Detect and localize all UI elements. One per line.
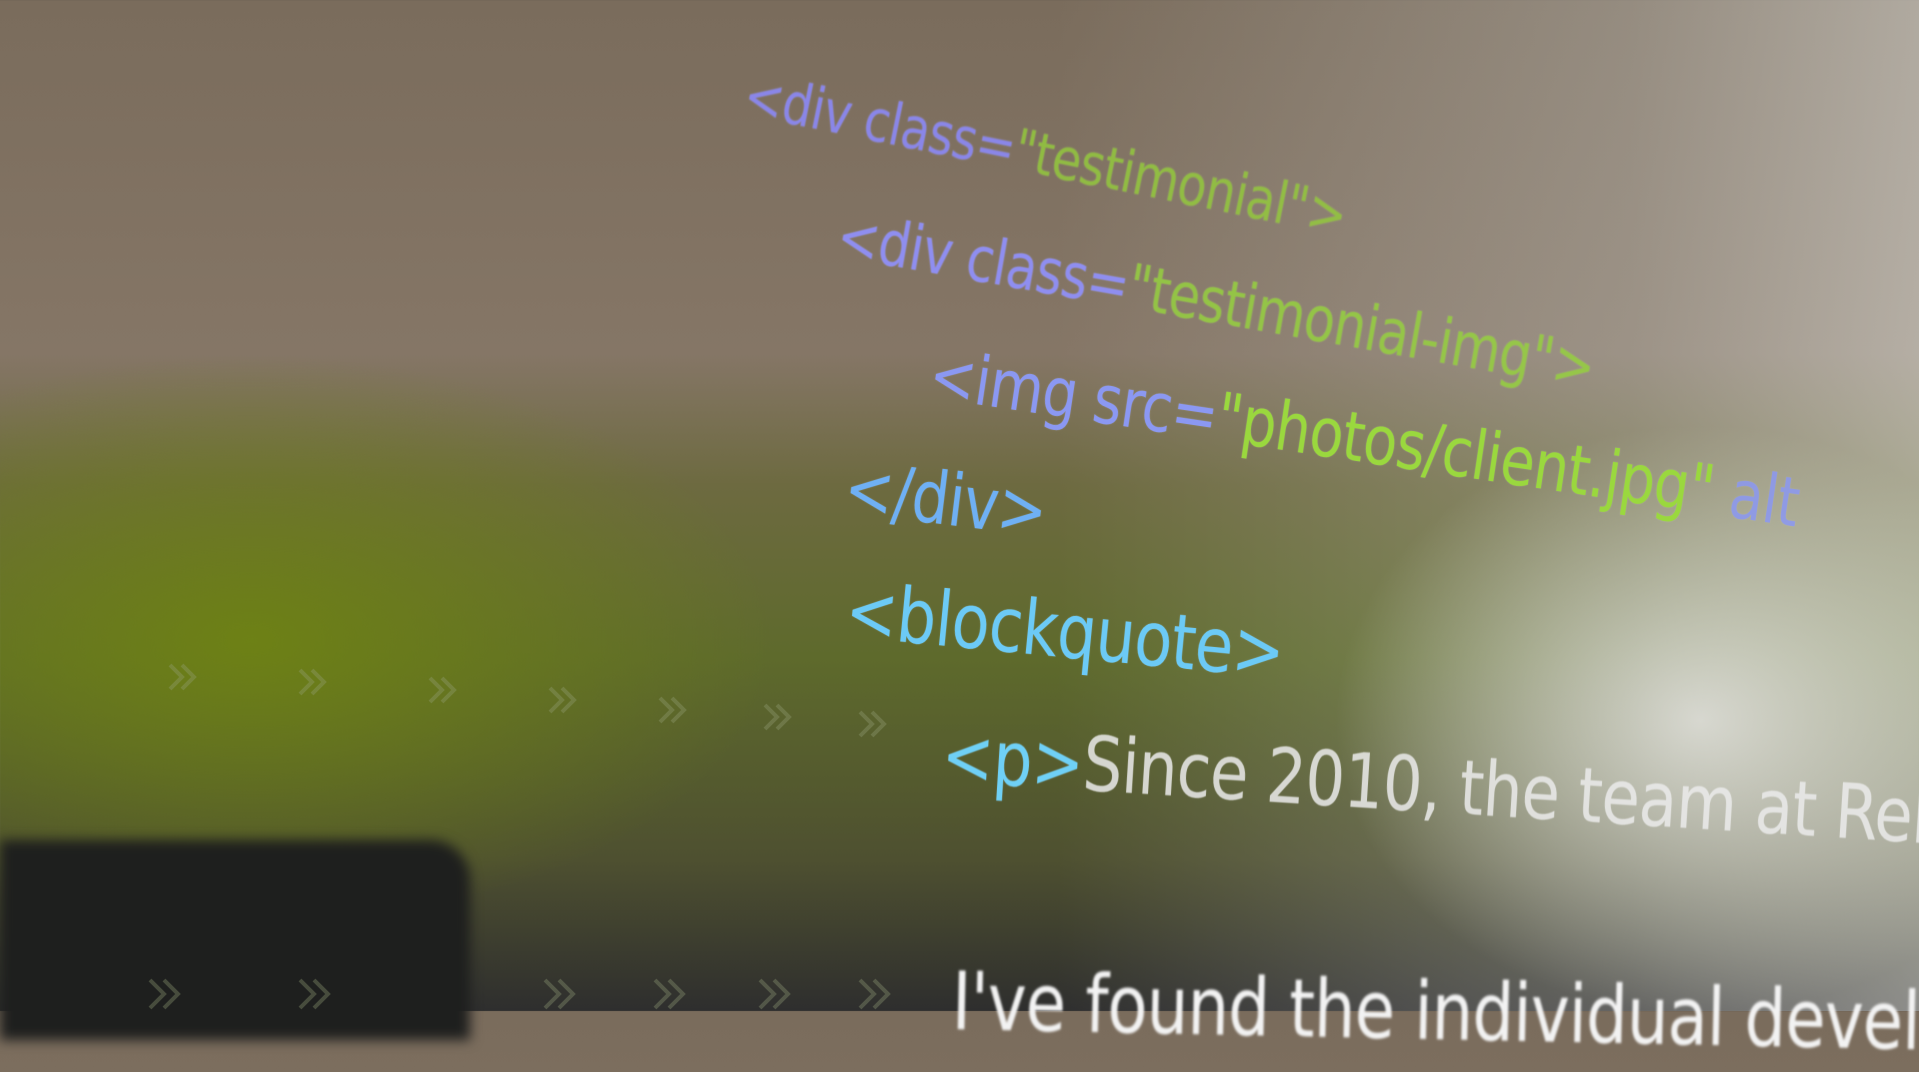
code-line: I've found the individual developers	[951, 955, 1919, 1072]
dark-object	[0, 840, 470, 1040]
code-token: alt	[1707, 452, 1805, 544]
indent-guides	[148, 663, 891, 1010]
chevrons	[148, 663, 891, 1010]
code-token: I've found the individual developers	[951, 955, 1919, 1072]
code-token: <p>	[939, 710, 1087, 808]
